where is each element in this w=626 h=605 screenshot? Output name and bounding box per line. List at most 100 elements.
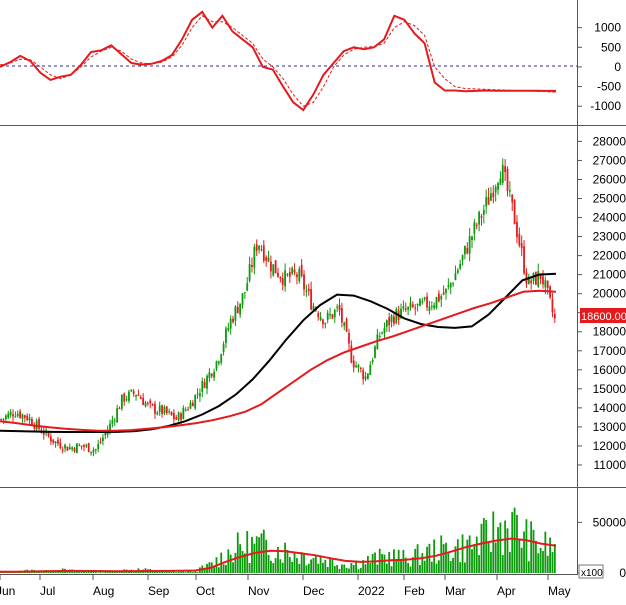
candle-body	[68, 447, 71, 450]
candle-body	[137, 394, 140, 396]
candle-body	[426, 296, 428, 308]
candle-body	[485, 197, 488, 207]
candle-body	[343, 322, 346, 326]
volume-bar	[303, 554, 305, 573]
candle-body	[241, 293, 244, 305]
candle-body	[49, 436, 52, 442]
osc-tick-label: -500	[597, 80, 621, 94]
time-tick-label: Oct	[196, 584, 215, 598]
candle-body	[109, 423, 111, 431]
candle-body	[478, 211, 481, 225]
candle-body	[5, 415, 7, 420]
candle-body	[367, 373, 369, 379]
candle-body	[94, 449, 97, 451]
volume-bar	[281, 562, 284, 573]
candle-body	[437, 293, 440, 302]
volume-bar	[523, 531, 525, 573]
candle-body	[2, 418, 5, 420]
volume-bar	[553, 544, 556, 573]
volume-bar	[428, 543, 431, 573]
volume-bar	[319, 555, 322, 573]
candle-body	[57, 439, 59, 444]
volume-bar	[128, 571, 130, 573]
volume-bar	[49, 571, 52, 573]
volume-bar	[300, 552, 303, 573]
candle-body	[553, 313, 556, 319]
volume-bar	[203, 567, 206, 573]
candle-body	[359, 367, 362, 369]
candle-body	[385, 320, 388, 327]
candle-body	[21, 414, 24, 419]
volume-bar	[172, 571, 175, 573]
volume-bar	[260, 533, 263, 573]
time-tick-label: 2022	[358, 584, 385, 598]
volume-bar	[497, 527, 499, 573]
candle-body	[310, 289, 313, 310]
candle-body	[196, 393, 199, 395]
candle-body	[383, 328, 386, 334]
candle-body	[199, 393, 201, 397]
volume-bar	[243, 553, 246, 573]
candle-body	[336, 306, 339, 308]
candle-body	[208, 372, 211, 378]
volume-bar	[421, 553, 424, 573]
volume-bar	[135, 571, 137, 573]
volume-bar	[267, 555, 270, 573]
price-tick-label: 25000	[593, 192, 626, 206]
candle-body	[352, 360, 355, 368]
osc-panel-bg	[0, 0, 578, 124]
volume-bar	[184, 572, 187, 573]
candle-body	[419, 299, 421, 307]
candle-body	[14, 416, 17, 418]
volume-bar	[435, 563, 438, 573]
candle-body	[445, 288, 447, 294]
volume-bar	[305, 565, 308, 573]
candle-body	[220, 354, 223, 363]
volume-bar	[75, 570, 78, 573]
candle-body	[191, 402, 194, 407]
moving-average-line-0	[0, 272, 557, 433]
candle-body	[300, 264, 303, 277]
candle-body	[243, 292, 246, 294]
volume-average-series	[0, 537, 557, 573]
candle-body	[322, 319, 324, 325]
volume-bar	[355, 560, 357, 573]
volume-bar	[265, 539, 268, 573]
volume-bar	[546, 555, 549, 573]
volume-bar	[312, 557, 315, 573]
volume-bar	[544, 531, 547, 573]
volume-bar	[116, 572, 119, 573]
candle-body	[539, 273, 542, 279]
volume-bar	[163, 571, 166, 573]
volume-bar	[272, 563, 275, 573]
candle-body	[42, 431, 45, 435]
time-tick-label: Sep	[148, 584, 170, 598]
price-tick-label: 28000	[593, 134, 626, 148]
volume-bar	[52, 571, 55, 573]
candle-body	[362, 369, 365, 380]
volume-bar	[277, 546, 279, 573]
volume-bar	[490, 552, 492, 573]
candle-body	[90, 451, 92, 453]
candle-body	[149, 400, 152, 404]
volume-bar	[508, 552, 511, 573]
candle-body	[293, 269, 296, 273]
time-tick-label: Feb	[404, 584, 425, 598]
time-tick-label: May	[548, 584, 571, 598]
osc-tick-label: -1000	[590, 99, 621, 113]
candle-body	[64, 444, 66, 449]
candle-body	[177, 412, 180, 421]
volume-bar	[518, 539, 521, 573]
candle-body	[130, 389, 133, 392]
candle-body	[272, 264, 275, 276]
candle-body	[158, 405, 161, 413]
candle-body	[267, 257, 270, 262]
price-tick-label: 13000	[593, 420, 626, 434]
volume-bar	[234, 552, 237, 573]
volume-bar	[447, 552, 450, 573]
volume-bar	[374, 552, 376, 573]
volume-bar	[165, 570, 168, 573]
candle-body	[504, 166, 507, 173]
candle-body	[7, 413, 10, 418]
volume-bar	[340, 564, 343, 573]
